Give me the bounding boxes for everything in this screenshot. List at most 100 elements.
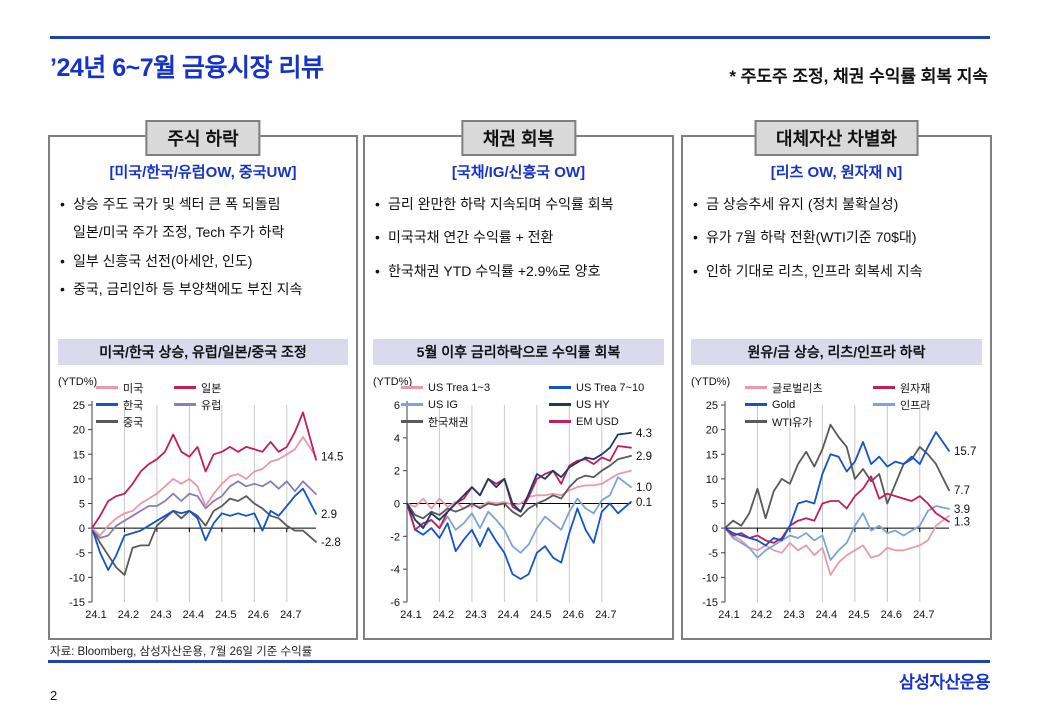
svg-text:14.5: 14.5 [321,452,343,464]
bullet-marker: • [693,262,698,279]
chart-legend: US Trea 7~10 US HY EM USD [549,379,644,430]
svg-text:-5: -5 [708,548,718,560]
legend-item: Gold [745,396,823,413]
panel-alternatives-tab: 대체자산 차별화 [754,120,919,156]
svg-text:-15: -15 [702,597,718,609]
legend-item: 원자재 [873,379,930,396]
panel-stocks-subtitle: [미국/한국/유럽OW, 중국UW] [109,164,297,181]
legend-swatch [873,403,895,406]
svg-text:1.3: 1.3 [954,517,970,529]
panel-stocks: 주식 하락 [미국/한국/유럽OW, 중국UW] • 상승 주도 국가 및 섹터 … [48,120,358,640]
legend-item: 일본 [174,379,221,396]
svg-text:24.4: 24.4 [498,609,519,621]
svg-text:-5: -5 [75,548,85,560]
bullet-marker: • [693,196,698,212]
bullet-text: 금 상승추세 유지 (정치 불확실성) [706,196,899,212]
bullet-marker: • [375,262,380,279]
svg-text:-10: -10 [702,572,718,584]
bullet-text: 금리 완만한 하락 지속되며 수익률 회복 [388,196,614,212]
chart-alternatives: (YTD%) 글로벌리츠 Gold WTI유가 원자재 인프라 25 20 15 10 5 0 -5 -1… [689,370,987,638]
legend-item: US Trea 7~10 [549,379,644,396]
legend-label: US Trea 7~10 [576,381,645,394]
bullet-text: 미국국채 연간 수익률 + 전환 [388,229,554,246]
bullet-text: 유가 7월 하락 전환(WTI기준 70$대) [706,229,917,246]
svg-text:4: 4 [394,433,400,445]
legend-label: US IG [428,398,458,411]
panel-bonds-tab: 채권 회복 [460,120,577,156]
legend-swatch [873,386,895,389]
svg-text:15.7: 15.7 [954,446,976,458]
svg-text:10: 10 [73,474,85,486]
svg-text:1.0: 1.0 [636,482,652,494]
svg-text:6: 6 [394,400,400,412]
svg-text:24.2: 24.2 [118,609,139,621]
legend-item: US Trea 1~3 [401,379,490,396]
legend-swatch [745,420,767,423]
legend-label: 한국 [123,399,144,412]
legend-swatch [745,386,767,389]
svg-text:24.3: 24.3 [150,609,171,621]
legend-swatch [174,386,196,389]
svg-text:2: 2 [394,466,400,478]
panel-bonds-bullet-list: • 금리 완만한 하락 지속되며 수익률 회복 • 미국국채 연간 수익률 + 전환 •… [375,194,666,281]
page-number: 2 [50,688,58,703]
bullet-indent [60,222,73,242]
svg-text:24.7: 24.7 [280,609,301,621]
svg-text:24.3: 24.3 [465,609,486,621]
svg-text:20: 20 [706,425,718,437]
legend-label: 인프라 [900,399,931,412]
legend-swatch [96,386,118,389]
bullet-item: 일본/미국 주가 조정, Tech 주가 하락 [60,222,350,242]
bullet-item: • 일부 신흥국 선전(아세안, 인도) [60,251,350,271]
legend-item: EM USD [549,413,644,430]
svg-text:25: 25 [706,400,718,412]
legend-swatch [549,403,571,406]
chart-bonds: (YTD%) US Trea 1~3 US IG 한국채권 US Trea 7~10 US… [371,370,669,638]
svg-text:24.4: 24.4 [183,609,204,621]
svg-text:24.6: 24.6 [881,609,902,621]
chart-legend: US Trea 1~3 US IG 한국채권 [401,379,490,430]
panel-bonds-chart-caption: 5월 이후 금리하락으로 수익률 회복 [373,339,664,365]
svg-text:-6: -6 [390,597,400,609]
chart-canvas: 6 4 2 0 -2 -4 -624.1 24.2 24.3 24.4 24.5 24.6 24.7 4.… [390,400,652,621]
legend-label: 미국 [123,382,144,395]
svg-text:0: 0 [712,523,718,535]
svg-text:3.9: 3.9 [954,504,970,516]
bullet-text: 인하 기대로 리츠, 인프라 회복세 지속 [706,262,923,279]
legend-swatch [745,403,767,406]
bullet-item: • 유가 7월 하락 전환(WTI기준 70$대) [693,227,984,247]
legend-label: EM USD [576,415,619,428]
axis-unit-label: (YTD%) [691,376,731,388]
bullet-text: 중국, 금리인하 등 부양책에도 부진 지속 [73,280,303,297]
svg-text:24.3: 24.3 [783,609,804,621]
axis-unit-label: (YTD%) [373,376,413,388]
legend-item: WTI유가 [745,413,823,430]
svg-text:5: 5 [79,499,85,511]
svg-text:-2.8: -2.8 [321,537,341,549]
svg-text:0: 0 [394,499,400,511]
svg-text:2.9: 2.9 [321,509,337,521]
svg-text:24.5: 24.5 [215,609,236,621]
legend-swatch [96,403,118,406]
legend-item: 중국 [96,413,143,430]
source-note: 자료: Bloomberg, 삼성자산운용, 7월 26일 기준 수익률 [50,646,313,658]
bottom-divider-rule [48,660,990,663]
bullet-text: 한국채권 YTD 수익률 +2.9%로 양호 [388,262,601,279]
svg-text:20: 20 [73,425,85,437]
panel-bonds: 채권 회복 [국채/IG/신흥국 OW] • 금리 완만한 하락 지속되며 수익률… [363,120,674,640]
bullet-marker: • [60,196,65,212]
svg-text:24.6: 24.6 [563,609,584,621]
company-logo: 삼성자산운용 [899,673,990,692]
bullet-item: • 미국국채 연간 수익률 + 전환 [375,227,666,247]
legend-item: 인프라 [873,396,930,413]
legend-item: US HY [549,396,644,413]
legend-item: US IG [401,396,490,413]
legend-item: 한국채권 [401,413,490,430]
legend-item: 한국 [96,396,143,413]
panel-alternatives-chart-caption: 원유/금 상승, 리츠/인프라 하락 [691,339,982,365]
legend-label: WTI유가 [772,416,813,429]
svg-text:24.4: 24.4 [816,609,837,621]
